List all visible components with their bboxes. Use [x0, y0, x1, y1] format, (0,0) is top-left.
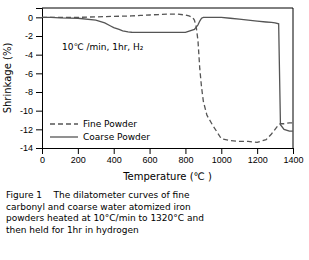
y-tick: -14 [20, 143, 42, 153]
lines [42, 14, 293, 142]
y-tick: -6 [25, 69, 42, 79]
frame [42, 8, 293, 9]
y-tick-mark [36, 36, 42, 37]
x-tick: 1000 [212, 148, 232, 165]
y-tick-mark [36, 92, 42, 93]
series-line [42, 17, 293, 131]
y-tick-label: -12 [20, 125, 33, 135]
x-tick-mark [293, 148, 294, 154]
y-tick: 0 [28, 13, 42, 23]
y-tick-mark [36, 148, 42, 149]
caption-line: Figure 1 The dilatometer curves of fine [6, 190, 190, 200]
x-tick-label: 400 [107, 155, 122, 165]
x-tick-label: 800 [178, 155, 193, 165]
x-tick: 200 [71, 148, 86, 165]
y-tick: -4 [25, 50, 42, 60]
legend-label: Coarse Powder [83, 132, 150, 142]
x-tick-mark [114, 148, 115, 154]
caption-line: powders heated at 10°C/min to 1320°C and [6, 213, 204, 223]
y-tick-label: -6 [25, 69, 33, 79]
y-tick: -10 [20, 106, 42, 116]
legend-item: Fine Powder [50, 119, 137, 129]
y-tick: -12 [20, 125, 42, 135]
caption-line: then held for 1hr in hydrogen [6, 225, 139, 235]
x-tick-label: 1200 [248, 155, 268, 165]
plot-area: 0 200 400 600 800 1000 1200 1400 0 -2 -4 -6 -8 -10 -12… [20, 8, 304, 165]
x-tick: 400 [107, 148, 122, 165]
y-tick-mark [36, 17, 42, 18]
y-axis-title: Shrinkage (%) [2, 43, 13, 114]
x-tick: 800 [178, 148, 193, 165]
y-tick-mark [36, 73, 42, 74]
y-tick-label: 0 [28, 13, 33, 23]
x-axis-line [43, 149, 294, 155]
legend-label: Fine Powder [83, 119, 137, 129]
x-tick-label: 0 [40, 155, 45, 165]
x-tick: 1200 [248, 148, 268, 165]
frame [293, 8, 294, 148]
y-tick-mark [36, 129, 42, 130]
caption-line: carbonyl and coarse water atomized iron [6, 202, 191, 212]
x-tick: 1400 [283, 148, 303, 165]
x-tick: 600 [143, 148, 158, 165]
x-axis-title: Temperature (℃ ) [122, 171, 212, 182]
y-tick: -2 [25, 31, 42, 41]
y-tick-label: -14 [20, 143, 33, 153]
caption: Figure 1 The dilatometer curves of fine c… [6, 190, 204, 235]
chart: 0 200 400 600 800 1000 1200 1400 0 -2 -4 -6 -8 -10 -12… [0, 0, 309, 260]
x-tick-mark [150, 148, 151, 154]
y-tick-label: -10 [20, 106, 33, 116]
annotation: 10℃ /min, 1hr, H₂ [62, 42, 144, 52]
x-tick-label: 1400 [283, 155, 303, 165]
x-tick-mark [185, 148, 186, 154]
y-tick: -8 [25, 87, 42, 97]
y-tick-mark [36, 55, 42, 56]
y-axis: 0 -2 -4 -6 -8 -10 -12 -14 [20, 9, 43, 154]
y-tick-label: -8 [25, 87, 33, 97]
legend-swatch [50, 136, 78, 137]
x-tick-label: 200 [71, 155, 86, 165]
x-tick-label: 1000 [212, 155, 232, 165]
x-tick: 0 [40, 148, 45, 165]
x-axis: 0 200 400 600 800 1000 1200 1400 [40, 148, 304, 165]
legend-item: Coarse Powder [50, 132, 150, 142]
x-tick-mark [257, 148, 258, 154]
y-tick-mark [36, 111, 42, 112]
x-tick-mark [221, 148, 222, 154]
x-tick-label: 600 [143, 155, 158, 165]
legend-swatch [50, 123, 78, 124]
legend: Fine Powder Coarse Powder [50, 119, 150, 142]
y-tick-label: -4 [25, 50, 33, 60]
series-line [42, 14, 293, 142]
y-tick-label: -2 [25, 31, 33, 41]
y-axis-line [36, 9, 43, 149]
x-tick-mark [78, 148, 79, 154]
